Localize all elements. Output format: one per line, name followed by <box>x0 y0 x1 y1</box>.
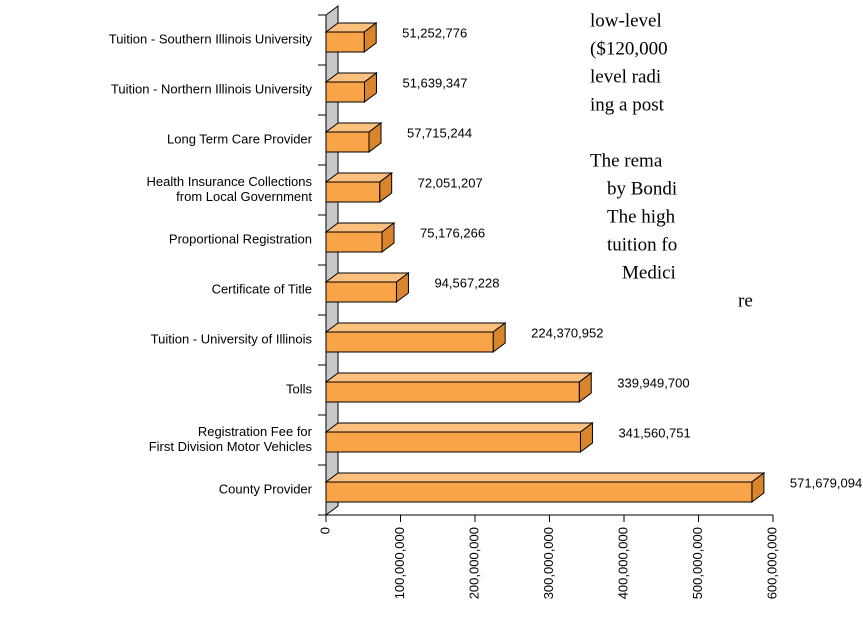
bar <box>324 122 383 153</box>
bar-front <box>325 131 370 153</box>
bar-top <box>324 272 410 283</box>
y-tick-label: from Local Government <box>176 189 312 204</box>
bar-front <box>325 81 365 103</box>
bar-front <box>325 281 397 303</box>
y-tick-label: Tolls <box>286 381 313 396</box>
bar-top <box>324 322 507 333</box>
value-label: 57,715,244 <box>407 125 472 140</box>
bar <box>324 22 378 53</box>
prose-line: level radi <box>590 66 661 87</box>
value-label: 94,567,228 <box>434 275 499 290</box>
y-tick-label: Long Term Care Provider <box>167 131 313 146</box>
prose-line: re <box>738 290 753 311</box>
y-tick-label: Registration Fee for <box>198 424 313 439</box>
bar-top <box>324 472 766 483</box>
prose-line: low-level <box>590 10 662 31</box>
bar-top <box>324 372 593 383</box>
bar <box>324 422 594 453</box>
prose-line: The rema <box>590 150 663 171</box>
value-label: 51,252,776 <box>402 25 467 40</box>
prose-line: by Bondi <box>607 178 677 199</box>
bar <box>324 272 410 303</box>
bar-front <box>325 331 494 353</box>
bar <box>324 372 593 403</box>
bar <box>324 72 378 103</box>
x-tick-label: 100,000,000 <box>392 527 407 599</box>
x-tick-label: 200,000,000 <box>466 527 481 599</box>
y-tick-label: Tuition - Northern Illinois University <box>111 81 313 96</box>
bar-front <box>325 181 381 203</box>
value-label: 341,560,751 <box>618 425 690 440</box>
value-label: 75,176,266 <box>420 225 485 240</box>
bar <box>324 222 396 253</box>
value-label: 339,949,700 <box>617 375 689 390</box>
y-tick-label: Certificate of Title <box>212 281 312 296</box>
y-tick-label: Health Insurance Collections <box>147 174 313 189</box>
prose-line: The high <box>607 206 676 227</box>
bar-top <box>324 422 594 433</box>
prose-line: ing a post <box>590 94 665 115</box>
y-tick-label: Tuition - Southern Illinois University <box>109 31 313 46</box>
bar-front <box>325 381 580 403</box>
x-tick-label: 400,000,000 <box>615 527 630 599</box>
value-label: 571,679,094 <box>790 475 862 490</box>
bar-front <box>325 231 383 253</box>
bar <box>324 322 507 353</box>
bar <box>324 172 394 203</box>
y-tick-label: Proportional Registration <box>169 231 312 246</box>
value-label: 72,051,207 <box>418 175 483 190</box>
y-tick-label: Tuition - University of Illinois <box>151 331 313 346</box>
y-tick-label: County Provider <box>219 481 313 496</box>
x-tick-label: 600,000,000 <box>764 527 779 599</box>
prose-line: tuition fo <box>607 234 677 255</box>
bar <box>324 472 766 503</box>
value-label: 224,370,952 <box>531 325 603 340</box>
bar-front <box>325 481 753 503</box>
bar-front <box>325 431 581 453</box>
x-tick-label: 0 <box>317 527 332 534</box>
value-label: 51,639,347 <box>402 75 467 90</box>
y-tick-label: First Division Motor Vehicles <box>149 439 313 454</box>
bar-front <box>325 31 365 53</box>
prose-line: ($120,000 <box>590 38 668 59</box>
x-tick-label: 300,000,000 <box>541 527 556 599</box>
x-tick-label: 500,000,000 <box>690 527 705 599</box>
prose-line: Medici <box>622 262 676 283</box>
